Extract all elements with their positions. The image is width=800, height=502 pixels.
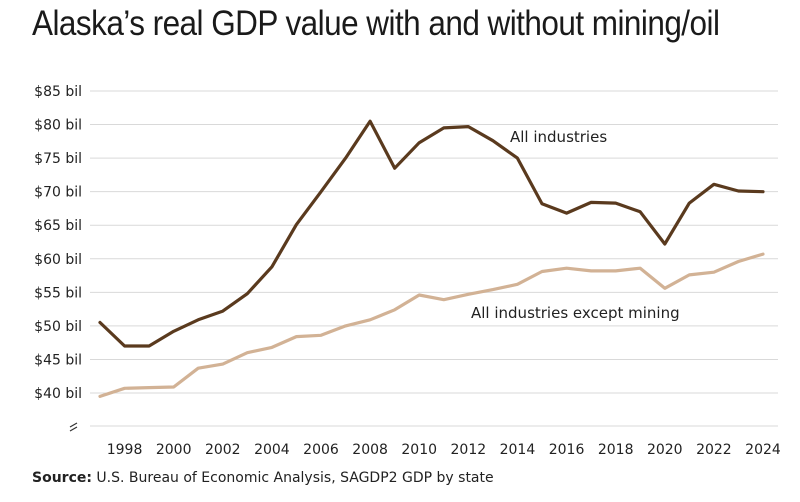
x-tick-label: 2020 [647,442,683,458]
source-note: Source: U.S. Bureau of Economic Analysis… [32,470,494,486]
x-axis-tick-labels: 1998 2000 2002 2004 2006 2008 2010 2012 2014 2016… [107,442,781,458]
y-tick-label: $80 bil [34,118,82,134]
y-tick-label: $40 bil [34,386,82,402]
x-tick-label: 2016 [549,442,585,458]
chart: $40 bil $45 bil $50 bil $55 bil $60 bil $65 b… [34,84,781,458]
x-tick-label: 2006 [303,442,339,458]
axis-break-mark [69,426,78,432]
x-tick-label: 2002 [205,442,241,458]
x-tick-label: 2008 [352,442,388,458]
series-line-except-mining [98,252,765,398]
series-line-all-industries [98,119,765,348]
axis-break-mark [69,422,78,428]
series-label-except-mining: All industries except mining [471,304,680,322]
y-tick-label: $85 bil [34,84,82,100]
x-tick-label: 2022 [696,442,732,458]
x-tick-label: 2010 [401,442,437,458]
source-label: Source: [32,470,92,486]
gridlines [90,90,778,427]
y-tick-label: $55 bil [34,285,82,301]
x-tick-label: 2004 [254,442,290,458]
series-labels: All industries All industries except mini… [471,128,680,322]
source-text: U.S. Bureau of Economic Analysis, SAGDP2… [96,470,494,486]
y-tick-label: $75 bil [34,151,82,167]
y-tick-label: $70 bil [34,185,82,201]
x-tick-label: 1998 [107,442,143,458]
y-tick-label: $65 bil [34,218,82,234]
series-label-all-industries: All industries [510,128,607,146]
x-tick-label: 2012 [451,442,487,458]
x-tick-label: 2014 [500,442,536,458]
series-lines [98,119,765,398]
x-tick-label: 2024 [745,442,781,458]
y-tick-label: $45 bil [34,352,82,368]
x-tick-label: 2000 [156,442,192,458]
y-axis-tick-labels: $40 bil $45 bil $50 bil $55 bil $60 bil $65 b… [34,84,82,402]
axis-break-icon [69,422,78,432]
x-tick-label: 2018 [598,442,634,458]
y-tick-label: $60 bil [34,252,82,268]
chart-title: Alaska’s real GDP value with and without… [32,4,720,43]
y-tick-label: $50 bil [34,319,82,335]
